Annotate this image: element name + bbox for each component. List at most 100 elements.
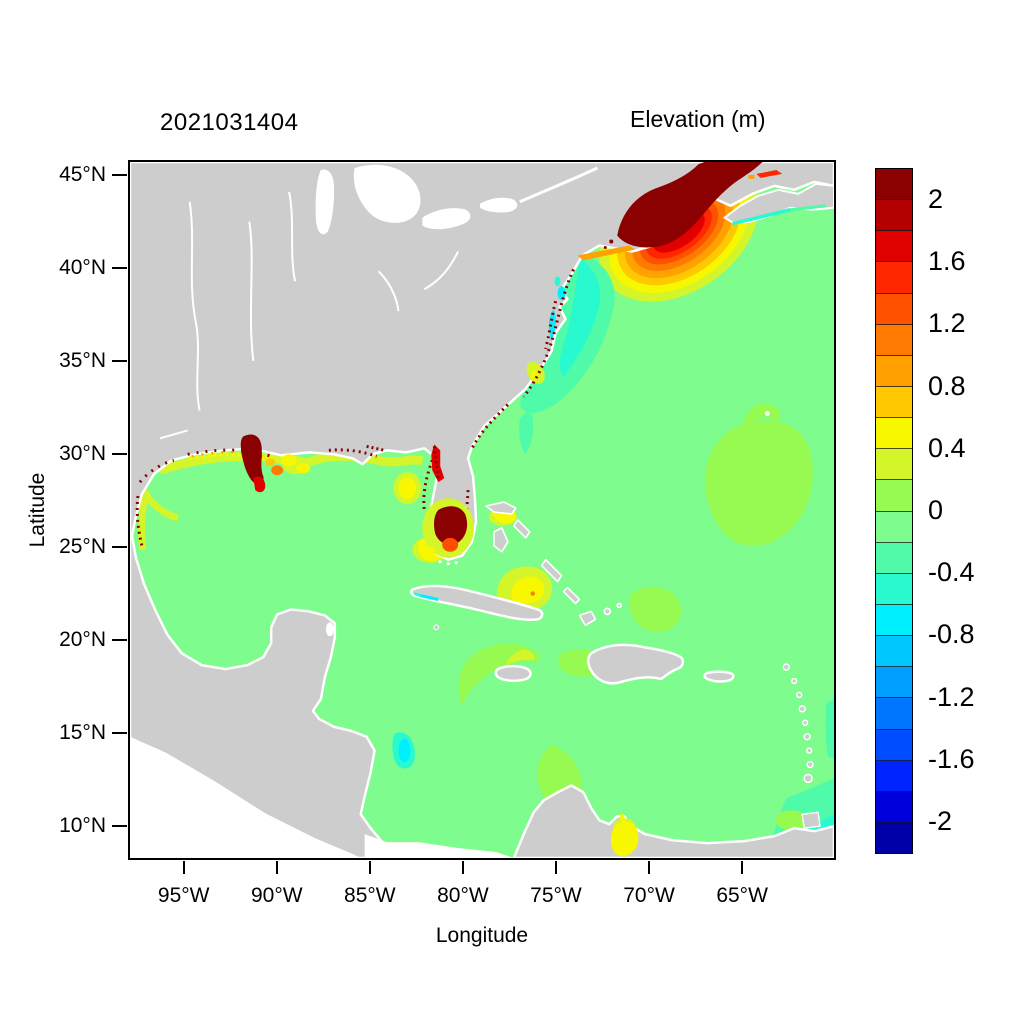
south-america-land bbox=[512, 784, 834, 858]
colorbar-cell bbox=[876, 355, 912, 387]
x-tick-label: 90°W bbox=[250, 884, 303, 907]
y-tick-label: 45°N bbox=[59, 163, 106, 186]
x-tick-label: 95°W bbox=[157, 884, 210, 907]
silver-bank-patch bbox=[628, 587, 682, 632]
x-tick-mark bbox=[461, 861, 464, 874]
la-coast-yellow-speckles bbox=[189, 452, 270, 463]
pacific-no-data bbox=[130, 736, 361, 858]
y-tick-mark bbox=[112, 174, 127, 176]
colorbar-title: Elevation (m) bbox=[630, 106, 766, 132]
y-tick-label: 10°N bbox=[59, 814, 106, 838]
colorbar-cell bbox=[876, 386, 912, 419]
colorbar-tick-label: -0.4 bbox=[928, 557, 975, 588]
colorbar-cell bbox=[876, 760, 912, 792]
jamaica-island bbox=[494, 664, 532, 683]
y-tick-mark bbox=[112, 639, 127, 642]
x-tick-mark bbox=[275, 861, 278, 874]
yucatan-lagoon bbox=[325, 622, 334, 637]
x-tick-mark bbox=[648, 861, 651, 874]
lake-erie bbox=[422, 208, 471, 230]
y-tick-label: 30°N bbox=[59, 442, 106, 466]
y-axis-label: Latitude bbox=[26, 472, 49, 548]
trinidad-patch bbox=[775, 810, 808, 831]
nova-scotia-land bbox=[722, 182, 834, 225]
bay-of-fundy-max bbox=[617, 162, 763, 248]
x-axis-label: Longitude bbox=[435, 924, 529, 947]
y-tick-mark bbox=[112, 825, 127, 828]
shelf-turquoise-strip bbox=[559, 257, 601, 377]
mobile-dark-blob bbox=[240, 434, 264, 484]
y-tick-label: 15°N bbox=[59, 721, 106, 745]
x-tick-label: 65°W bbox=[716, 884, 768, 907]
x-tick-label: 70°W bbox=[623, 884, 675, 907]
x-tick-mark bbox=[182, 861, 185, 874]
cuba-island bbox=[409, 584, 544, 622]
y-tick-mark bbox=[112, 453, 127, 456]
y-tick-label: 40°N bbox=[59, 256, 106, 280]
lesser-antilles-islands bbox=[782, 663, 821, 829]
coastal-anomalies bbox=[135, 162, 834, 857]
colorbar-cell bbox=[876, 667, 912, 699]
y-tick-label: 20°N bbox=[59, 628, 106, 652]
y-tick-label: 35°N bbox=[59, 349, 106, 373]
isla-juventud bbox=[433, 624, 440, 631]
river-lines bbox=[159, 166, 598, 440]
x-tick-mark bbox=[741, 861, 744, 874]
colorbar-cell bbox=[876, 480, 912, 512]
colorbar-cell bbox=[876, 791, 912, 823]
colorbar-cell bbox=[876, 822, 912, 854]
long-island-strip bbox=[577, 245, 636, 261]
big-bend-strip bbox=[431, 444, 445, 483]
bahamas-islands bbox=[485, 501, 623, 627]
colorbar-tick-label: 0.4 bbox=[928, 432, 966, 463]
colorbar-tick-label: 0.8 bbox=[928, 370, 966, 401]
x-tick-mark bbox=[554, 861, 557, 874]
y-tick-mark bbox=[112, 267, 127, 270]
colorbar-tick-label: 1.2 bbox=[928, 308, 966, 339]
colorbar-cell bbox=[876, 324, 912, 356]
x-tick-label: 80°W bbox=[437, 884, 489, 907]
colorbar-tick-label: -1.6 bbox=[928, 743, 975, 774]
map-plot-area bbox=[128, 160, 836, 860]
y-tick-mark bbox=[112, 732, 127, 735]
y-tick-mark bbox=[112, 546, 127, 549]
colorbar-tick-label: 1.6 bbox=[928, 246, 966, 277]
everglades-max bbox=[434, 506, 468, 545]
colorbar-cell bbox=[876, 293, 912, 325]
colorbar-tick-label: -1.2 bbox=[928, 681, 975, 712]
x-tick-label: 85°W bbox=[344, 884, 396, 907]
colorbar-tick-label: -0.8 bbox=[928, 619, 975, 650]
colorbar-tick-label: 0 bbox=[928, 495, 944, 525]
puerto-rico-island bbox=[703, 670, 735, 683]
cuba-coast-strip bbox=[420, 594, 439, 601]
colorbar-cell bbox=[876, 262, 912, 294]
lake-ontario bbox=[480, 197, 518, 213]
colorbar-cell bbox=[876, 418, 912, 450]
lake-huron bbox=[353, 164, 421, 223]
colorbar-cell bbox=[876, 200, 912, 232]
hispaniola-island bbox=[587, 643, 685, 685]
colorbar-tick-label: 2 bbox=[928, 184, 944, 215]
colorbar bbox=[875, 168, 913, 854]
y-tick-mark bbox=[112, 360, 127, 363]
northumberland-dash bbox=[756, 169, 783, 178]
trinidad-island bbox=[801, 811, 821, 829]
colorbar-cell bbox=[876, 573, 912, 605]
plot-title-date: 2021031404 bbox=[160, 109, 299, 136]
colorbar-cell bbox=[876, 449, 912, 481]
no-data-white-regions bbox=[130, 164, 518, 858]
gulf-shelf-band bbox=[158, 451, 424, 475]
colorbar-cell bbox=[876, 604, 912, 637]
colorbar-cell bbox=[876, 169, 912, 201]
colorbar-cell bbox=[876, 511, 912, 543]
delaware-bay-patch bbox=[557, 286, 566, 301]
bermuda-patch bbox=[705, 420, 813, 546]
colorbar-cell bbox=[876, 636, 912, 668]
colorbar-cell bbox=[876, 698, 912, 730]
x-tick-mark bbox=[368, 861, 371, 874]
y-tick-label: 25°N bbox=[59, 535, 106, 559]
colorbar-cell bbox=[876, 542, 912, 574]
colorbar-cell bbox=[876, 729, 912, 761]
colorbar-cell bbox=[876, 231, 912, 263]
